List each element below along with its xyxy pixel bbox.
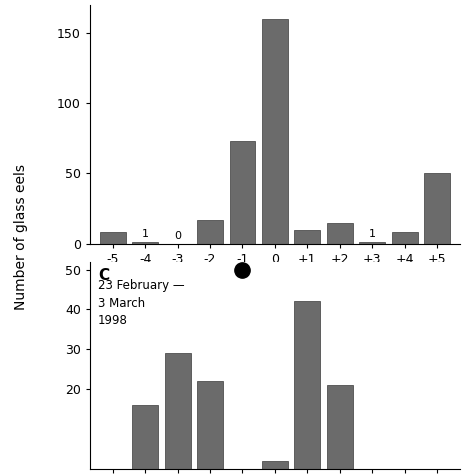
Bar — [327, 385, 353, 469]
Bar — [229, 141, 255, 244]
Bar — [424, 173, 450, 244]
Text: 23 February —
3 March
1998: 23 February — 3 March 1998 — [98, 280, 185, 328]
Bar — [294, 229, 320, 244]
Bar — [262, 461, 288, 469]
Text: 0: 0 — [174, 231, 181, 241]
Bar — [392, 232, 418, 244]
Bar — [359, 242, 385, 244]
Bar — [100, 232, 126, 244]
Bar — [327, 223, 353, 244]
Text: Number of glass eels: Number of glass eels — [14, 164, 28, 310]
Bar — [262, 19, 288, 244]
Text: 1: 1 — [369, 229, 376, 239]
Bar — [197, 220, 223, 244]
Bar — [197, 382, 223, 469]
Bar — [132, 242, 158, 244]
Text: C: C — [98, 267, 109, 283]
Bar — [132, 405, 158, 469]
Bar — [164, 354, 191, 469]
Text: 1: 1 — [142, 229, 149, 239]
Bar — [294, 301, 320, 469]
